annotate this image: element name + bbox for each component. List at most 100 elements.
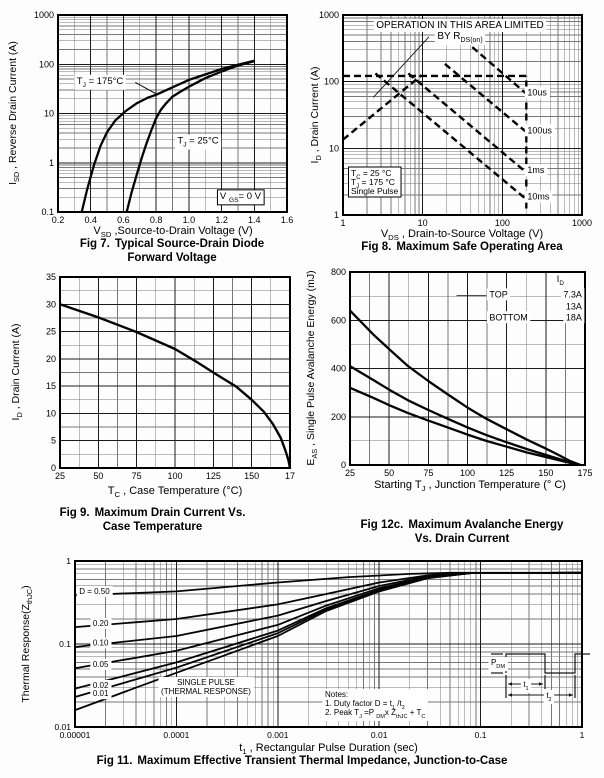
fig9-x-axis-label-text: TC , Case Temperature (°C) [107,485,243,500]
annotation-bg [524,124,555,137]
y-tick-label: 20 [46,354,56,364]
fig11-y-axis-label: Thermal Response(ZthJC) [20,585,34,702]
chart-annotation: V GS= 0 V [220,191,262,204]
y-tick-label: 5 [51,436,56,446]
x-tick-label: 0.4 [84,215,97,225]
fig8-x-axis-label-text: VDS , Drain-to-Source Voltage (V) [380,228,544,243]
x-tick-label: 1.0 [183,215,196,225]
series-tj-175-c [80,59,255,213]
fig12c-chart: 25 50 75 100 125 150 175 0 200 400 600 800 ID TOP 7.3A… [331,267,593,478]
x-tick-label: 50 [384,468,394,478]
fig7-caption-text: Typical Source-Drain Diode [114,238,265,250]
annotation-bg [543,690,555,704]
figure-fig9: 25 50 75 100 125 150 17 0 5 10 15 20 25 30 35 ID , Dra… [0,265,302,555]
x-tick-label: 175 [577,468,592,478]
annotation-bg [174,134,222,150]
fig11-chart: 0.00001 0.0001 0.001 0.01 0.1 1 0.01 0.1 1 D = 0.… [54,556,590,740]
x-tick-label: 1.2 [215,215,228,225]
annotation-bg [322,689,428,721]
series-id-7.3a-top- [349,309,580,466]
y-tick-label: 1 [334,210,339,220]
y-tick-label: 1 [66,556,71,566]
annotation-bg [74,74,126,90]
series-id-13a [349,365,581,466]
fig7-y-axis-label: ISD , Reverse Drain Current (A) [7,41,21,185]
fig9-caption: Fig 9. Maximum Drain Current Vs. Case Tem… [15,507,290,534]
figure-fig7: 0.2 0.4 0.6 0.8 1.0 1.2 1.4 1.6 0.1 1 10 100 1000 TJ … [0,0,302,265]
chart-annotation: TC = 25 °C TJ = 175 °C Single Pulse [351,168,399,196]
plot-border [59,276,291,469]
y-tick-label: 15 [46,381,56,391]
fig9-y-axis-label-text: ID , Drain Current (A) [9,323,25,421]
annotation-bg [488,657,508,671]
x-tick-label: 75 [132,471,142,481]
annotation-bg [560,288,585,301]
fig12c-caption: Fig 12c. Maximum Avalanche Energy Vs. Dra… [332,519,592,546]
arrowhead [508,693,512,697]
y-tick-label: 10 [329,143,339,153]
chart-annotation: D = 0.50 [79,587,110,596]
fig9-caption-number: Fig 9. [59,507,90,519]
x-tick-label: 150 [538,468,553,478]
annotation-bg [76,586,113,598]
fig7-y-axis-label-text: ISD , Reverse Drain Current (A) [6,41,22,185]
fig9-caption-text: Maximum Drain Current Vs. [94,507,246,519]
chart-annotation: PDM [491,658,505,670]
fig11-x-axis-label-text: t1 , Rectangular Pulse Duration (sec) [239,742,418,757]
annotation-box [216,189,265,206]
x-tick-label: 150 [244,471,259,481]
plot-border [342,14,583,216]
chart-annotation: 1ms [527,165,545,175]
inset-waveform [505,653,590,674]
fig7-x-axis-label: VSD ,Source-to-Drain Voltage (V) [48,225,298,239]
series-id-max [59,303,292,469]
x-tick-label: 0.6 [117,215,130,225]
leader-line [134,81,157,95]
fig8-y-axis-label: ID , Drain Current (A) [309,67,323,164]
chart-annotation: 18A [566,312,582,322]
y-tick-label: 10 [46,408,56,418]
chart-annotation: 0.01 [93,689,109,698]
x-tick-label: 25 [55,471,65,481]
y-tick-label: 0.1 [59,639,71,649]
fig7-caption-line2: Forward Voltage [127,251,217,264]
fig7-caption-number: Fig 7. [79,238,110,250]
grid-minor [58,15,287,212]
annotation-bg [434,30,486,45]
chart-annotation: Notes: 1. Duty factor D = t1 /t22. Peak T… [325,690,425,720]
chart-annotation: BY RDS(on) [437,31,482,44]
fig12c-x-axis-label-text: Starting TJ , Junction Temperature (° C) [374,479,566,494]
fig9-chart: 25 50 75 100 125 150 17 0 5 10 15 20 25 30 35 [46,272,295,481]
fig9-x-axis-label: TC , Case Temperature (°C) [45,485,305,499]
annotation-bg [486,288,511,301]
fig12c-y-axis-label-text: EAS , Single Pulse Avalanche Energy (mJ) [304,270,320,466]
fig9-y-axis-label: ID , Drain Current (A) [10,324,24,421]
chart-annotation: 13A [566,301,582,311]
arrowhead [569,693,573,697]
x-tick-label: 1.4 [248,215,261,225]
fig11-caption-text: Maximum Effective Transient Thermal Impe… [137,755,508,767]
y-tick-label: 600 [331,315,346,325]
figure-fig12c: 25 50 75 100 125 150 175 0 200 400 600 800 ID TOP 7.3A… [302,265,604,555]
plot-border [349,271,586,466]
annotation-bg [90,658,112,670]
x-tick-label: 0.001 [267,730,289,740]
fig12c-caption-line2: Vs. Drain Current [414,532,510,545]
x-tick-label: 100 [460,468,475,478]
chart-annotation: 10ms [527,192,550,202]
y-tick-label: 10 [44,109,54,119]
chart-annotation: t1 [523,680,528,692]
chart-annotation: 0.20 [93,619,109,628]
annotation-bg [90,680,112,692]
chart-annotation: TJ = 175°C [77,76,124,89]
fig7-caption: Fig 7. Typical Source-Drain Diode Forward… [32,238,312,265]
annotation-bg [158,677,254,697]
fig12c-x-axis-label: Starting TJ , Junction Temperature (° C) [340,479,600,493]
x-tick-label: 1 [580,730,585,740]
annotation-bg [563,300,585,313]
grid-major [349,271,586,466]
y-tick-label: 35 [46,272,56,282]
fig11-caption-number: Fig 11. [96,755,133,767]
fig8-y-axis-label-text: ID , Drain Current (A) [308,66,324,164]
x-tick-label: 0.01 [371,730,388,740]
